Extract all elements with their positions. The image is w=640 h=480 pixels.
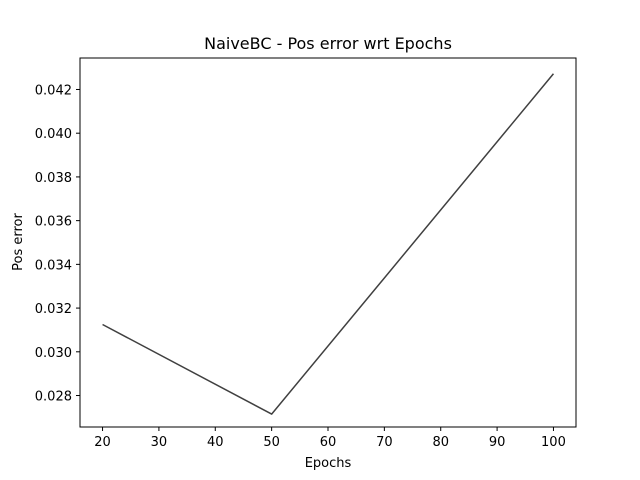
series-line-0 (102, 73, 555, 415)
x-tick-label: 90 (489, 435, 506, 450)
y-tick-label: 0.036 (35, 215, 72, 230)
y-tick-label: 0.038 (35, 171, 72, 186)
y-axis: 0.028 0.030 0.032 0.034 0.036 0.038 0.040 0.042 (35, 83, 80, 405)
x-tick-label: 70 (376, 435, 393, 450)
y-tick-label: 0.042 (35, 83, 72, 98)
x-tick-label: 50 (263, 435, 280, 450)
y-tick-label: 0.028 (35, 390, 72, 405)
y-tick-label: 0.032 (35, 302, 72, 317)
x-tick-label: 100 (541, 435, 566, 450)
x-axis: 20 30 40 50 60 70 80 90 100 (94, 427, 566, 450)
x-tick-label: 60 (320, 435, 337, 450)
y-tick-label: 0.034 (35, 258, 72, 273)
plot-frame (79, 57, 577, 428)
plot-area (79, 57, 577, 428)
y-tick-label: 0.040 (35, 127, 72, 142)
x-tick-label: 40 (207, 435, 224, 450)
x-tick-label: 80 (432, 435, 449, 450)
y-tick-label: 0.030 (35, 346, 72, 361)
x-axis-label: Epochs (305, 456, 352, 471)
chart-title: NaiveBC - Pos error wrt Epochs (204, 34, 452, 53)
x-tick-label: 30 (151, 435, 168, 450)
y-axis-label: Pos error (11, 212, 26, 270)
x-tick-label: 20 (94, 435, 111, 450)
